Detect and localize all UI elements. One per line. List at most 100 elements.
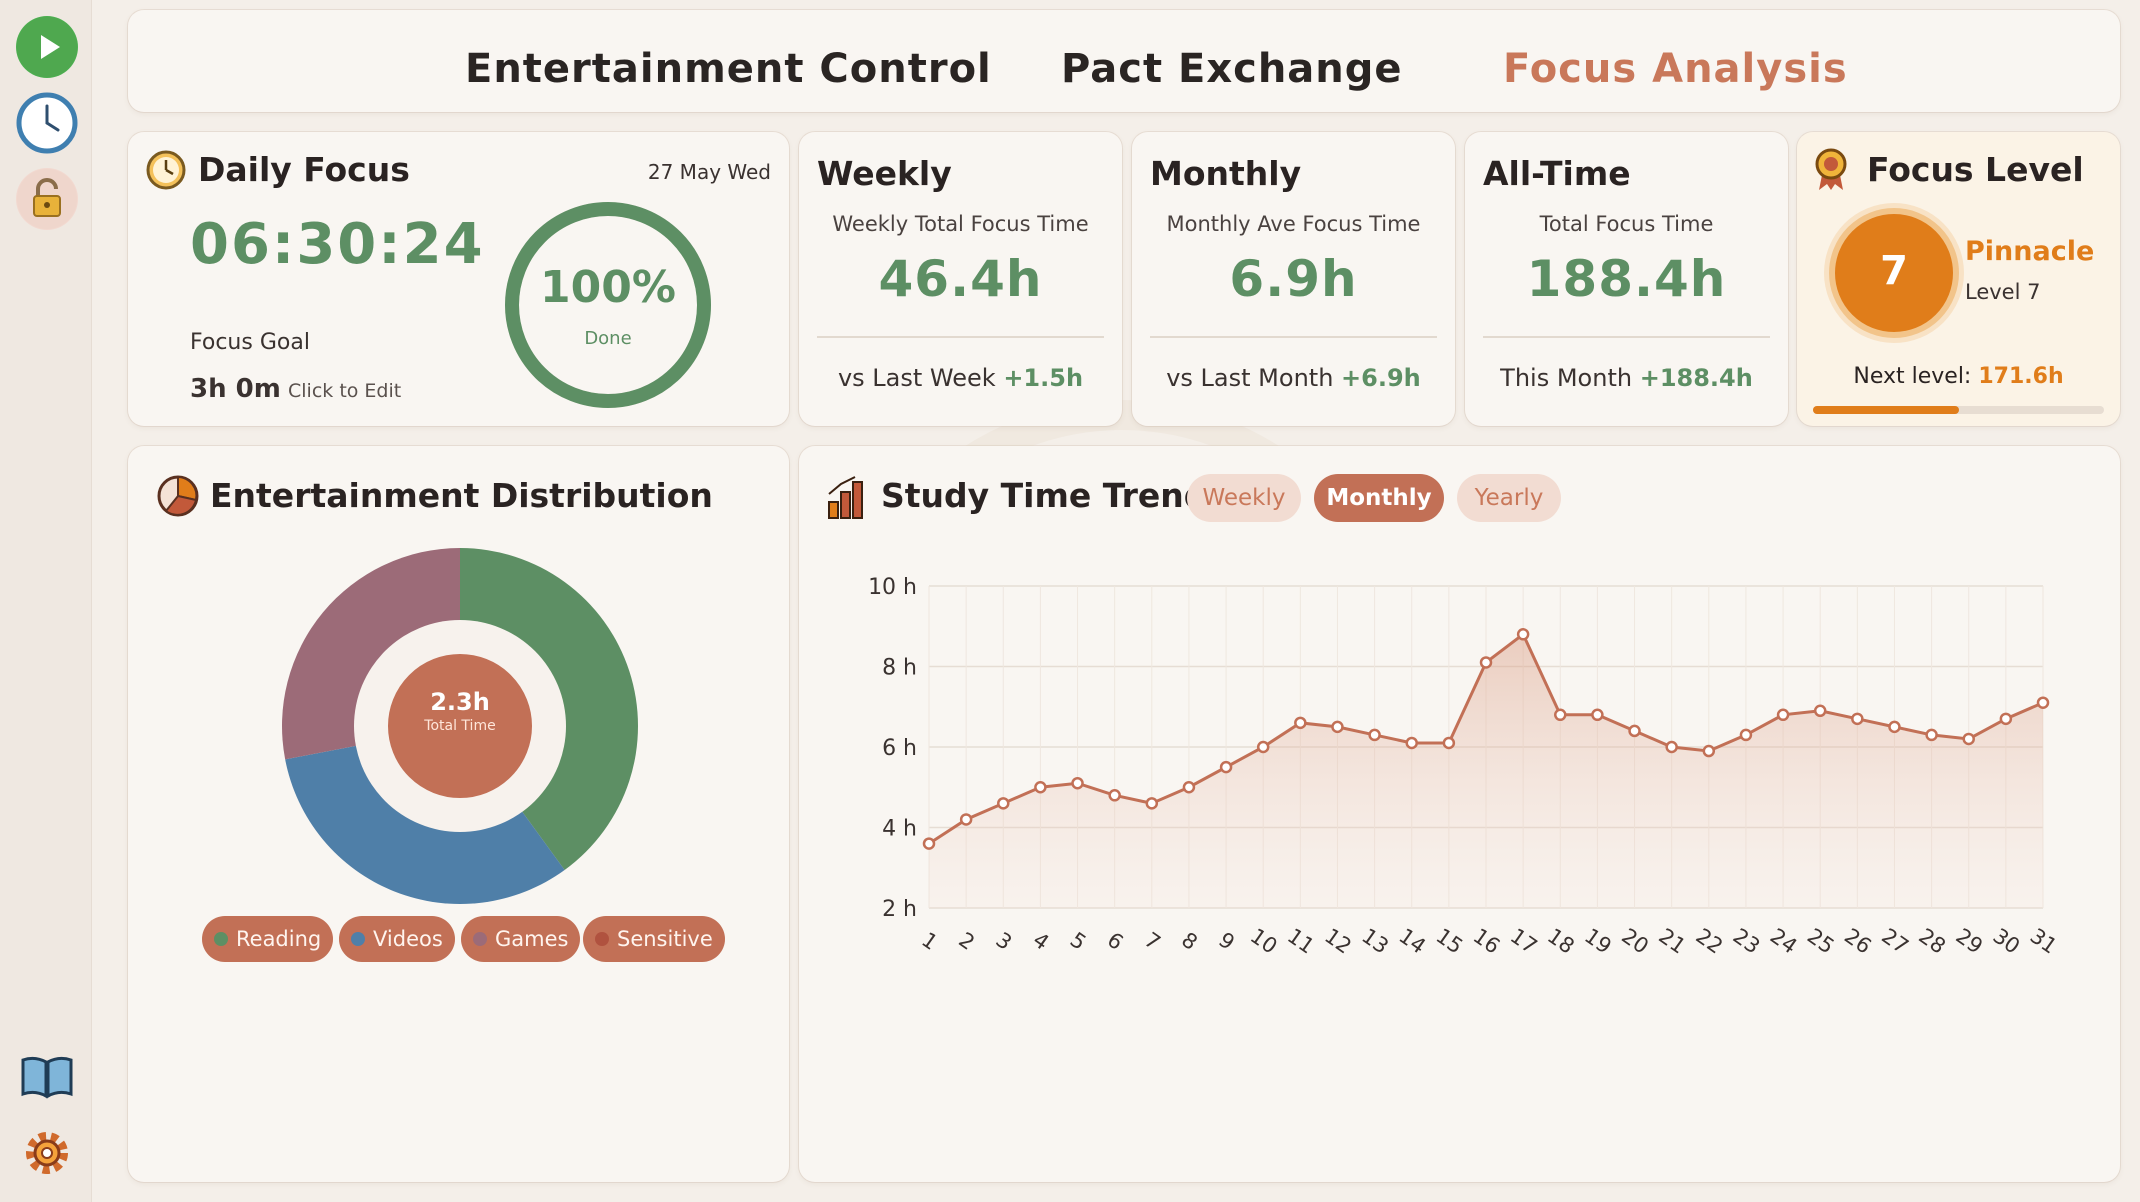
tab-pact-exchange[interactable]: Pact Exchange bbox=[1061, 46, 1403, 92]
daily-progress-percent: 100% bbox=[540, 262, 676, 313]
monthly-compare-label: vs Last Month bbox=[1166, 364, 1334, 392]
trend-point[interactable] bbox=[922, 837, 936, 850]
weekly-title: Weekly bbox=[817, 154, 952, 193]
next-level-value: 171.6h bbox=[1978, 364, 2064, 389]
trend-point[interactable] bbox=[2036, 696, 2050, 709]
trend-point[interactable] bbox=[1962, 732, 1975, 746]
legend-videos[interactable]: Videos bbox=[339, 916, 455, 962]
monthly-subtitle: Monthly Ave Focus Time bbox=[1166, 212, 1421, 236]
focus-goal-value[interactable]: 3h 0m bbox=[190, 374, 281, 404]
monthly-title: Monthly bbox=[1150, 154, 1302, 193]
next-level: Next level: 171.6h bbox=[1797, 364, 2120, 389]
x-tick-label: 31 bbox=[2026, 924, 2062, 959]
clock-icon[interactable] bbox=[16, 92, 78, 154]
trend-point[interactable] bbox=[1108, 789, 1121, 802]
x-tick-label: 11 bbox=[1283, 924, 1319, 959]
y-tick-label: 10 h bbox=[868, 575, 917, 600]
book-icon[interactable] bbox=[16, 1046, 78, 1108]
trend-point[interactable] bbox=[1888, 720, 1901, 734]
trend-point[interactable] bbox=[1628, 724, 1641, 738]
x-tick-label: 3 bbox=[991, 928, 1016, 955]
trend-point[interactable] bbox=[1591, 708, 1604, 722]
x-tick-label: 7 bbox=[1140, 928, 1165, 955]
trend-point[interactable] bbox=[1331, 720, 1344, 734]
x-tick-label: 24 bbox=[1766, 924, 1802, 959]
play-icon[interactable] bbox=[16, 16, 78, 78]
trend-point[interactable] bbox=[1702, 744, 1716, 758]
x-tick-label: 14 bbox=[1394, 924, 1430, 959]
trend-point[interactable] bbox=[1999, 712, 2013, 726]
monthly-delta: +6.9h bbox=[1341, 364, 1421, 392]
focus-level-card: Focus Level 7 Pinnacle Level 7 Next leve… bbox=[1797, 132, 2120, 426]
trend-point[interactable] bbox=[1442, 736, 1456, 750]
unlock-icon[interactable] bbox=[16, 168, 78, 230]
trend-point[interactable] bbox=[1182, 781, 1196, 794]
x-tick-label: 29 bbox=[1951, 924, 1987, 959]
legend-games[interactable]: Games bbox=[461, 916, 581, 962]
level-text: Level 7 bbox=[1965, 280, 2041, 304]
y-tick-label: 4 h bbox=[882, 817, 917, 842]
x-tick-label: 22 bbox=[1692, 924, 1728, 959]
study-trend-chart: 2 h4 h6 h8 h10 h 1 2 3 4 5 6 7 8 9 10 11 12 13 14 15 16… bbox=[868, 575, 2062, 959]
trend-point[interactable] bbox=[1256, 740, 1270, 754]
legend-sensitive[interactable]: Sensitive bbox=[583, 916, 725, 962]
weekly-compare-label: vs Last Week bbox=[837, 364, 996, 392]
trend-point[interactable] bbox=[1516, 628, 1530, 641]
x-tick-label: 25 bbox=[1803, 924, 1839, 959]
tab-entertainment-control[interactable]: Entertainment Control bbox=[465, 46, 992, 92]
daily-focus-title: Daily Focus bbox=[198, 150, 410, 189]
trend-area-fill bbox=[929, 634, 2043, 908]
trend-point[interactable] bbox=[1034, 781, 1047, 794]
legend-reading[interactable]: Reading bbox=[202, 916, 334, 962]
trend-point[interactable] bbox=[959, 813, 973, 826]
x-tick-label: 21 bbox=[1654, 924, 1690, 959]
clock-icon bbox=[146, 150, 186, 190]
filter-monthly[interactable]: Monthly bbox=[1314, 474, 1444, 522]
next-level-label: Next level: bbox=[1853, 364, 1972, 389]
daily-focus-card: Daily Focus 27 May Wed 06:30:24 Focus Go… bbox=[128, 132, 789, 426]
x-tick-label: 5 bbox=[1066, 928, 1091, 955]
level-rank: Pinnacle bbox=[1965, 236, 2095, 267]
alltime-title: All-Time bbox=[1483, 154, 1631, 193]
settings-gear-icon[interactable] bbox=[16, 1122, 78, 1184]
trend-point[interactable] bbox=[1294, 716, 1307, 730]
trend-point[interactable] bbox=[1368, 728, 1381, 742]
trend-point[interactable] bbox=[1219, 760, 1233, 774]
trend-point[interactable] bbox=[997, 797, 1010, 810]
trend-point[interactable] bbox=[1813, 704, 1827, 718]
x-tick-label: 8 bbox=[1177, 928, 1202, 955]
x-tick-label: 20 bbox=[1617, 924, 1653, 959]
trend-point[interactable] bbox=[1405, 736, 1418, 750]
trend-point[interactable] bbox=[1554, 708, 1567, 722]
current-date: 27 May Wed bbox=[647, 160, 771, 184]
trend-point[interactable] bbox=[1145, 797, 1159, 810]
trend-point[interactable] bbox=[1851, 712, 1864, 726]
trend-point[interactable] bbox=[1776, 708, 1790, 722]
x-tick-label: 10 bbox=[1246, 924, 1282, 959]
divider bbox=[817, 336, 1104, 338]
donut-center-value: 2.3h bbox=[430, 688, 490, 716]
trend-point[interactable] bbox=[1925, 728, 1938, 742]
trend-point[interactable] bbox=[1739, 728, 1753, 742]
x-tick-label: 28 bbox=[1914, 924, 1950, 959]
tab-focus-analysis[interactable]: Focus Analysis bbox=[1503, 46, 1848, 92]
weekly-value: 46.4h bbox=[878, 250, 1043, 308]
alltime-subtitle: Total Focus Time bbox=[1539, 212, 1714, 236]
daily-focus-time: 06:30:24 bbox=[190, 212, 485, 277]
alltime-comparison: This Month +188.4h bbox=[1465, 364, 1788, 392]
trend-point[interactable] bbox=[1479, 656, 1493, 669]
filter-yearly[interactable]: Yearly bbox=[1457, 474, 1561, 522]
x-tick-label: 17 bbox=[1506, 924, 1542, 959]
edit-goal-hint[interactable]: Click to Edit bbox=[288, 380, 402, 402]
bar-chart-icon bbox=[828, 476, 863, 519]
level-number: 7 bbox=[1880, 248, 1908, 294]
y-tick-label: 6 h bbox=[882, 736, 917, 761]
trend-point[interactable] bbox=[1665, 740, 1678, 754]
filter-weekly[interactable]: Weekly bbox=[1187, 474, 1301, 522]
distribution-title: Entertainment Distribution bbox=[210, 476, 713, 515]
trend-point[interactable] bbox=[1071, 776, 1084, 790]
focus-goal-label: Focus Goal bbox=[190, 330, 310, 355]
y-tick-label: 2 h bbox=[882, 897, 917, 922]
x-tick-label: 18 bbox=[1543, 924, 1579, 959]
x-tick-label: 2 bbox=[954, 928, 979, 955]
